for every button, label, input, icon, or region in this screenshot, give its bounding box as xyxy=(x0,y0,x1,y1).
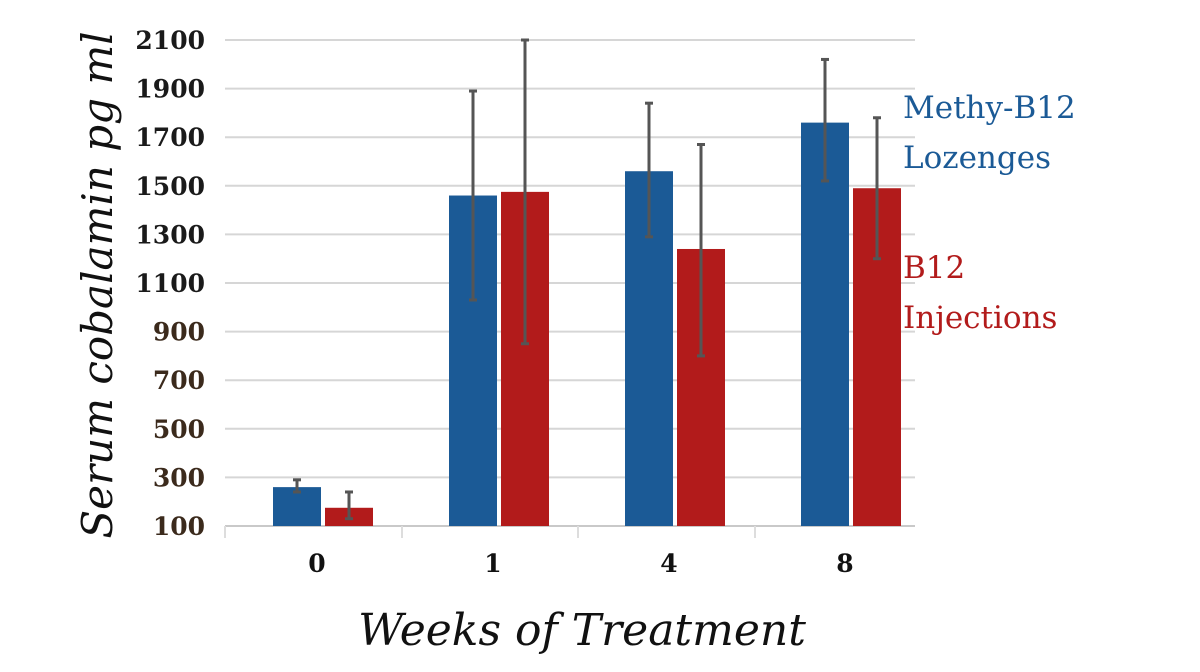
bar-methy-b12-lozenges-week-8 xyxy=(801,122,849,527)
bars xyxy=(273,122,901,527)
error-bar-b12-injections-week-1 xyxy=(521,38,529,346)
error-bar-methy-b12-lozenges-week-1 xyxy=(469,89,477,302)
error-bar-methy-b12-lozenges-week-8 xyxy=(821,57,829,183)
y-tick-label: 1900 xyxy=(135,75,205,104)
x-axis-ticks: 0 1 4 8 xyxy=(308,549,853,578)
y-tick-label: 2100 xyxy=(135,26,205,55)
error-bar-b12-injections-week-0 xyxy=(345,490,353,521)
error-bars xyxy=(293,38,881,521)
y-tick-label: 1700 xyxy=(135,123,205,152)
y-tick-label: 900 xyxy=(153,318,205,347)
y-tick-label: 100 xyxy=(153,512,205,541)
y-tick-label: 1500 xyxy=(135,172,205,201)
legend-b12-injections-line2: Injections xyxy=(903,300,1057,336)
y-tick-label: 1100 xyxy=(135,269,205,298)
y-tick-label: 300 xyxy=(153,463,205,492)
y-tick-label: 500 xyxy=(153,415,205,444)
legend-methy-b12-line1: Methy-B12 xyxy=(903,90,1076,126)
y-axis-ticks: 100 300 500 700 900 1100 1300 1500 1700 1900 2100 xyxy=(135,26,205,541)
legend-b12-injections-line1: B12 xyxy=(903,250,965,286)
x-tick-label-week-0: 0 xyxy=(308,549,325,578)
y-axis-label: Serum cobalamin pg ml xyxy=(73,31,122,538)
legend: Methy-B12 Lozenges B12 Injections xyxy=(903,90,1076,336)
error-bar-methy-b12-lozenges-week-4 xyxy=(645,101,653,239)
y-tick-label: 1300 xyxy=(135,220,205,249)
bar-methy-b12-lozenges-week-0 xyxy=(273,487,321,526)
x-tick-label-week-1: 1 xyxy=(484,549,501,578)
error-bar-b12-injections-week-4 xyxy=(697,142,705,358)
legend-methy-b12-line2: Lozenges xyxy=(903,140,1051,176)
gridlines xyxy=(224,39,915,538)
x-tick-label-week-4: 4 xyxy=(660,549,677,578)
x-axis-label: Weeks of Treatment xyxy=(358,605,806,656)
error-bar-methy-b12-lozenges-week-0 xyxy=(293,478,301,494)
error-bar-b12-injections-week-8 xyxy=(873,116,881,261)
x-tick-label-week-8: 8 xyxy=(836,549,853,578)
y-tick-label: 700 xyxy=(153,366,205,395)
